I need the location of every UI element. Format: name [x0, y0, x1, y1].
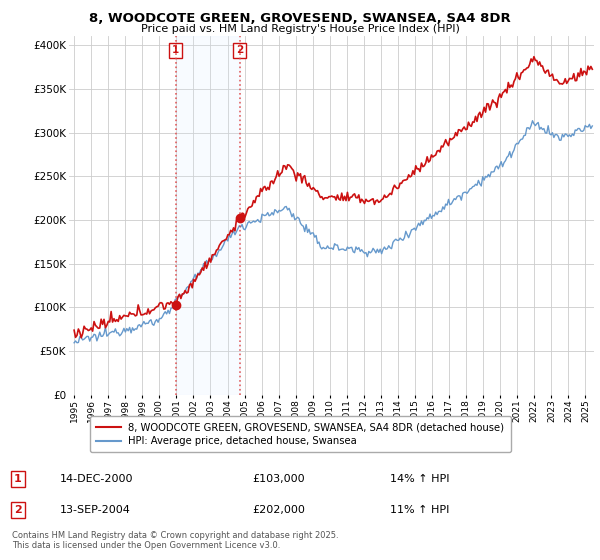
Text: 2: 2 — [236, 45, 243, 55]
Text: £202,000: £202,000 — [252, 505, 305, 515]
Text: 14-DEC-2000: 14-DEC-2000 — [60, 474, 133, 484]
Text: 8, WOODCOTE GREEN, GROVESEND, SWANSEA, SA4 8DR: 8, WOODCOTE GREEN, GROVESEND, SWANSEA, S… — [89, 12, 511, 25]
Text: 1: 1 — [172, 45, 179, 55]
Legend: 8, WOODCOTE GREEN, GROVESEND, SWANSEA, SA4 8DR (detached house), HPI: Average pr: 8, WOODCOTE GREEN, GROVESEND, SWANSEA, S… — [89, 416, 511, 452]
Text: £103,000: £103,000 — [252, 474, 305, 484]
Text: 13-SEP-2004: 13-SEP-2004 — [60, 505, 131, 515]
Text: 14% ↑ HPI: 14% ↑ HPI — [390, 474, 449, 484]
Bar — [176, 36, 239, 395]
Text: 11% ↑ HPI: 11% ↑ HPI — [390, 505, 449, 515]
Text: Price paid vs. HM Land Registry's House Price Index (HPI): Price paid vs. HM Land Registry's House … — [140, 24, 460, 34]
Text: 2: 2 — [14, 505, 22, 515]
Text: Contains HM Land Registry data © Crown copyright and database right 2025.
This d: Contains HM Land Registry data © Crown c… — [12, 530, 338, 550]
Text: 1: 1 — [14, 474, 22, 484]
